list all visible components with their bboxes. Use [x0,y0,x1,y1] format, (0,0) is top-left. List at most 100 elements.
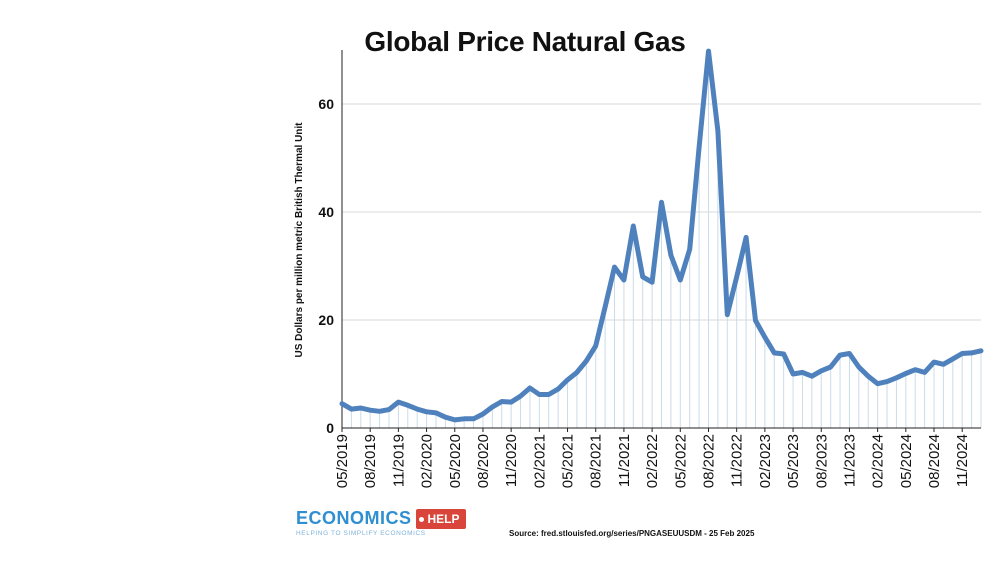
data-point [425,410,428,413]
axes [341,50,981,432]
data-point [350,407,353,411]
x-tick-label: 11/2021 [616,434,633,487]
x-tick-label: 02/2021 [531,434,548,488]
data-point [406,404,409,407]
data-point [801,371,804,374]
data-points [340,49,983,422]
logo-tag: HELP [415,508,466,529]
data-point [519,394,522,398]
x-tick-label: 02/2020 [419,434,436,488]
data-point [942,363,945,366]
x-tick-label: 05/2023 [785,434,802,488]
data-point [932,360,936,364]
x-tick-label: 05/2020 [447,434,464,488]
data-point [622,278,626,282]
data-point [857,365,861,369]
x-tick-label: 05/2019 [334,434,351,488]
x-tick-label: 02/2024 [870,434,887,488]
y-tick-label: 60 [318,96,334,112]
data-point [397,400,400,404]
data-point [669,254,673,257]
data-point [378,410,381,413]
data-point [650,281,654,284]
data-point [791,372,795,376]
x-tick-labels: 05/2019 08/2019 11/2019 02/2020 05/2020 08/20… [334,434,971,488]
data-point [697,146,701,149]
data-point [820,369,823,372]
data-point [744,236,748,239]
data-point [340,402,344,405]
data-point [538,393,541,396]
data-point [585,359,588,363]
x-tick-label: 05/2021 [560,434,577,488]
data-point [782,352,785,356]
x-tick-label: 11/2019 [390,434,407,487]
data-point [641,275,644,278]
data-point [876,382,879,385]
data-point [679,278,682,282]
x-tick-label: 02/2023 [757,434,774,488]
logo-wordmark: ECONOMICS [296,508,412,528]
data-point [707,49,710,53]
data-point [904,372,908,375]
data-point [387,408,391,411]
data-point [688,248,691,251]
data-point [566,378,569,382]
data-point [838,353,842,357]
data-point [829,365,832,369]
data-point [763,336,767,339]
data-point [547,393,550,396]
data-point [415,407,419,411]
data-point [895,376,898,379]
data-point [462,417,466,421]
logo-tagline: HELPING TO SIMPLIFY ECONOMICS [296,530,426,537]
data-point [848,352,851,355]
data-point [979,349,983,352]
data-point [368,408,372,412]
x-tick-label: 05/2024 [898,434,915,488]
x-tick-label: 11/2023 [841,434,858,487]
data-point [735,275,738,278]
data-point [726,313,729,316]
y-tick-label: 20 [318,312,334,328]
data-point [575,371,579,374]
source-note: Source: fred.stlouisfed.org/series/PNGAS… [509,529,755,538]
x-tick-label: 08/2020 [475,434,492,488]
x-tick-label: 02/2022 [644,434,661,488]
data-point [914,368,917,371]
data-point [632,224,635,228]
x-tick-label: 11/2020 [503,434,520,487]
x-tick-label: 08/2023 [813,434,830,488]
data-point [754,319,757,322]
data-point [594,344,597,348]
x-tick-label: 11/2024 [954,434,971,487]
data-point [810,374,814,378]
x-tick-label: 08/2021 [588,434,605,488]
data-point [509,400,513,404]
data-point [613,265,616,269]
data-point [773,351,776,355]
data-point [867,374,870,378]
chart-title: Global Price Natural Gas [364,26,686,57]
data-point [961,352,964,355]
x-tick-label: 08/2024 [926,434,943,488]
data-point [481,412,485,416]
data-point [491,405,494,409]
data-point [970,351,973,355]
data-point [660,201,663,204]
y-tick-labels: 0 20 40 60 [318,96,334,436]
y-tick-label: 40 [318,204,334,220]
y-axis-label: US Dollars per million metric British Th… [294,122,305,358]
data-point [500,400,503,403]
data-point [453,418,456,422]
data-point [444,416,447,419]
data-point [923,371,926,374]
data-point [528,386,532,390]
area-droplines [341,51,982,428]
data-point [556,387,560,391]
data-point [951,357,955,361]
x-tick-label: 05/2022 [672,434,689,488]
data-point [359,406,362,410]
x-tick-label: 08/2019 [362,434,379,488]
